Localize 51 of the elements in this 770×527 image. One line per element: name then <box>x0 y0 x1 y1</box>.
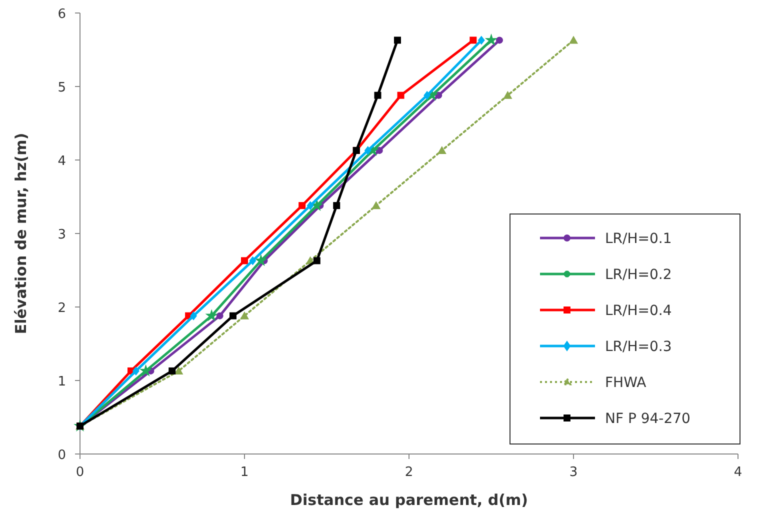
point <box>229 312 236 320</box>
point <box>313 257 320 264</box>
x-axis-title: Distance au parement, d(m) <box>290 491 528 509</box>
y-axis-title: Elévation de mur, hz(m) <box>12 132 30 334</box>
y-tick-label: 5 <box>58 80 66 96</box>
point <box>333 202 340 210</box>
point <box>249 256 256 266</box>
point <box>435 92 442 99</box>
point <box>496 36 503 44</box>
point <box>397 92 404 99</box>
x-tick-label: 1 <box>240 465 249 480</box>
point <box>424 90 431 100</box>
x-tick-label: 2 <box>404 465 414 480</box>
x-tick-label: 3 <box>569 465 578 480</box>
point <box>168 367 176 374</box>
legend-label: LR/H=0.1 <box>605 231 672 247</box>
point <box>132 366 140 376</box>
point <box>240 311 249 320</box>
point <box>254 254 268 266</box>
legend-label: FHWA <box>605 375 647 391</box>
legend-label: LR/H=0.4 <box>605 303 672 319</box>
legend-label: NF P 94-270 <box>605 411 690 427</box>
point <box>484 34 498 46</box>
y-tick-label: 6 <box>58 7 66 22</box>
y-tick-label: 1 <box>58 374 66 390</box>
y-tick-label: 0 <box>58 448 66 463</box>
x-tick-label: 0 <box>76 465 84 480</box>
point <box>205 309 218 322</box>
y-tick-label: 3 <box>58 228 66 242</box>
point <box>190 311 198 320</box>
legend-label: LR/H=0.2 <box>605 267 672 283</box>
point <box>437 146 446 154</box>
point <box>216 312 224 320</box>
point <box>139 364 152 376</box>
point <box>569 36 578 44</box>
point <box>364 146 372 155</box>
legend-label: LR/H=0.3 <box>605 339 672 355</box>
point <box>394 36 401 44</box>
point <box>298 202 306 210</box>
point <box>174 366 184 374</box>
point <box>241 257 248 264</box>
point <box>503 90 512 99</box>
point <box>376 146 383 154</box>
x-tick-label: 4 <box>734 465 742 480</box>
y-tick-label: 2 <box>58 301 66 316</box>
point <box>372 201 381 210</box>
point <box>478 36 485 45</box>
point <box>306 201 314 210</box>
point <box>374 92 382 99</box>
y-tick-label: 4 <box>58 154 66 169</box>
point <box>470 36 477 44</box>
